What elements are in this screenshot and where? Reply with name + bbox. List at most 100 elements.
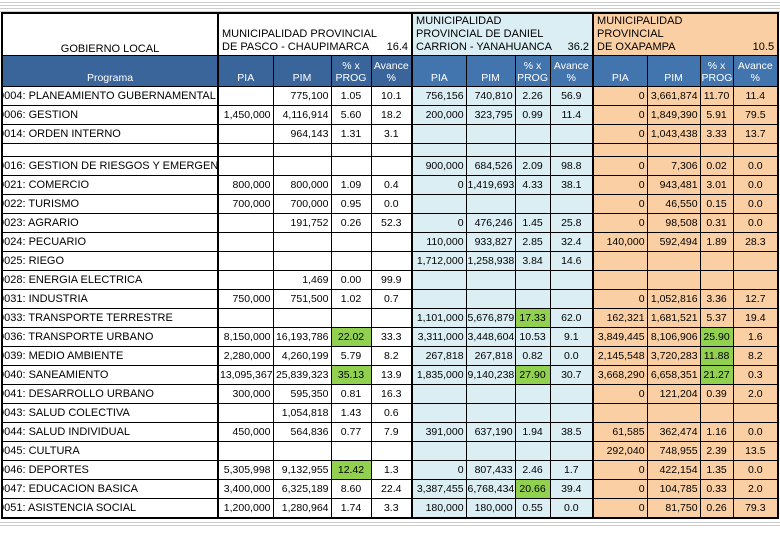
row-label[interactable]: 0023: AGRARIO <box>1 213 219 233</box>
cell-pia-pasco[interactable] <box>217 156 274 176</box>
cell-prog-daniel-carrion[interactable]: 1.94 <box>514 422 551 442</box>
cell-prog-daniel-carrion[interactable]: 1.45 <box>514 213 551 233</box>
cell-prog-daniel-carrion[interactable]: 27.90 <box>514 365 551 385</box>
row-label[interactable]: 0041: DESARROLLO URBANO <box>1 384 219 404</box>
cell-prog-pasco[interactable]: 0.26 <box>330 213 372 233</box>
cell-pim-pasco[interactable]: 564,836 <box>272 422 332 442</box>
cell-prog-oxapampa[interactable]: 0.33 <box>699 479 734 499</box>
col-header-prog-daniel-carrion[interactable]: % x PROG <box>514 55 551 87</box>
cell-avance-pasco[interactable]: 0.6 <box>370 403 413 423</box>
cell-avance-pasco[interactable]: 3.1 <box>370 124 413 144</box>
cell-avance-daniel-carrion[interactable]: 62.0 <box>549 308 594 328</box>
cell-pia-daniel-carrion[interactable]: 3,387,455 <box>411 479 467 499</box>
cell-pia-daniel-carrion[interactable] <box>411 441 467 461</box>
cell-avance-pasco[interactable]: 16.3 <box>370 384 413 404</box>
cell-avance-daniel-carrion[interactable]: 39.4 <box>549 479 594 499</box>
cell-prog-daniel-carrion[interactable]: 3.84 <box>514 251 551 271</box>
cell-pim-pasco[interactable]: 1,280,964 <box>272 498 332 518</box>
row-label[interactable]: 0047: EDUCACION BASICA <box>1 479 219 499</box>
cell-prog-pasco[interactable]: 12.42 <box>330 460 372 480</box>
cell-pim-oxapampa[interactable] <box>646 403 701 423</box>
cell-avance-oxapampa[interactable]: 11.4 <box>732 86 779 106</box>
cell-avance-daniel-carrion[interactable]: 38.1 <box>549 175 594 195</box>
col-header-avance-oxapampa[interactable]: Avance % <box>732 55 779 87</box>
cell-prog-daniel-carrion[interactable]: 2.09 <box>514 156 551 176</box>
row-label[interactable]: 0033: TRANSPORTE TERRESTRE <box>1 308 219 328</box>
cell-pia-pasco[interactable]: 750,000 <box>217 289 274 309</box>
cell-avance-daniel-carrion[interactable]: 30.7 <box>549 365 594 385</box>
cell-pia-pasco[interactable]: 2,280,000 <box>217 346 274 366</box>
cell-pia-daniel-carrion[interactable]: 180,000 <box>411 498 467 518</box>
cell-avance-oxapampa[interactable]: 0.0 <box>732 175 779 195</box>
cell-pim-daniel-carrion[interactable]: 684,526 <box>465 156 516 176</box>
cell-prog-oxapampa[interactable]: 21.27 <box>699 365 734 385</box>
cell-pim-daniel-carrion[interactable]: 267,818 <box>465 346 516 366</box>
cell-pia-oxapampa[interactable] <box>592 403 648 423</box>
col-header-avance-daniel-carrion[interactable]: Avance % <box>549 55 594 87</box>
cell-avance-daniel-carrion[interactable] <box>549 194 594 214</box>
row-label[interactable]: 0036: TRANSPORTE URBANO <box>1 327 219 347</box>
col-header-pim-pasco[interactable]: PIM <box>272 55 332 87</box>
cell-pim-oxapampa[interactable] <box>646 270 701 290</box>
cell-prog-daniel-carrion[interactable] <box>514 403 551 423</box>
cell-pia-daniel-carrion[interactable]: 0 <box>411 175 467 195</box>
cell-pia-daniel-carrion[interactable]: 1,835,000 <box>411 365 467 385</box>
cell-pia-oxapampa[interactable] <box>592 270 648 290</box>
cell-avance-pasco[interactable]: 13.9 <box>370 365 413 385</box>
municipality-header-daniel-carrion[interactable]: MUNICIPALIDAD PROVINCIAL DE DANIEL CARRI… <box>411 12 594 56</box>
cell-avance-oxapampa[interactable] <box>732 403 779 423</box>
cell-prog-daniel-carrion[interactable]: 10.53 <box>514 327 551 347</box>
cell-prog-pasco[interactable]: 8.60 <box>330 479 372 499</box>
cell-pia-oxapampa[interactable]: 61,585 <box>592 422 648 442</box>
cell-pia-oxapampa[interactable]: 0 <box>592 156 648 176</box>
cell-prog-daniel-carrion[interactable] <box>514 441 551 461</box>
cell-avance-oxapampa[interactable] <box>732 143 779 157</box>
cell-prog-pasco[interactable]: 1.02 <box>330 289 372 309</box>
cell-pim-oxapampa[interactable]: 1,052,816 <box>646 289 701 309</box>
cell-pim-oxapampa[interactable]: 7,306 <box>646 156 701 176</box>
cell-pim-pasco[interactable]: 4,260,199 <box>272 346 332 366</box>
cell-pim-oxapampa[interactable]: 1,043,438 <box>646 124 701 144</box>
cell-avance-oxapampa[interactable]: 19.4 <box>732 308 779 328</box>
cell-prog-daniel-carrion[interactable]: 0.55 <box>514 498 551 518</box>
cell-avance-daniel-carrion[interactable]: 1.7 <box>549 460 594 480</box>
cell-avance-pasco[interactable] <box>370 308 413 328</box>
cell-pim-pasco[interactable] <box>272 143 332 157</box>
cell-avance-oxapampa[interactable]: 13.5 <box>732 441 779 461</box>
cell-prog-pasco[interactable] <box>330 251 372 271</box>
cell-avance-daniel-carrion[interactable] <box>549 143 594 157</box>
cell-prog-pasco[interactable] <box>330 232 372 252</box>
cell-pim-oxapampa[interactable]: 104,785 <box>646 479 701 499</box>
cell-pia-daniel-carrion[interactable] <box>411 270 467 290</box>
cell-avance-pasco[interactable]: 33.3 <box>370 327 413 347</box>
row-label[interactable]: 0022: TURISMO <box>1 194 219 214</box>
cell-avance-daniel-carrion[interactable]: 11.4 <box>549 105 594 125</box>
cell-pia-daniel-carrion[interactable] <box>411 289 467 309</box>
cell-pim-daniel-carrion[interactable]: 180,000 <box>465 498 516 518</box>
cell-pim-pasco[interactable]: 700,000 <box>272 194 332 214</box>
cell-prog-daniel-carrion[interactable] <box>514 289 551 309</box>
cell-avance-daniel-carrion[interactable] <box>549 403 594 423</box>
cell-pim-oxapampa[interactable]: 98,508 <box>646 213 701 233</box>
cell-avance-daniel-carrion[interactable]: 0.0 <box>549 346 594 366</box>
cell-avance-oxapampa[interactable] <box>732 251 779 271</box>
col-header-pim-oxapampa[interactable]: PIM <box>646 55 701 87</box>
cell-pia-oxapampa[interactable]: 140,000 <box>592 232 648 252</box>
cell-pia-oxapampa[interactable]: 0 <box>592 289 648 309</box>
cell-pia-pasco[interactable]: 1,450,000 <box>217 105 274 125</box>
cell-pia-daniel-carrion[interactable]: 391,000 <box>411 422 467 442</box>
cell-prog-pasco[interactable]: 22.02 <box>330 327 372 347</box>
cell-prog-pasco[interactable]: 1.31 <box>330 124 372 144</box>
cell-pia-oxapampa[interactable]: 0 <box>592 498 648 518</box>
cell-prog-oxapampa[interactable]: 3.33 <box>699 124 734 144</box>
cell-prog-oxapampa[interactable]: 0.26 <box>699 498 734 518</box>
cell-prog-pasco[interactable] <box>330 143 372 157</box>
cell-pia-oxapampa[interactable]: 3,668,290 <box>592 365 648 385</box>
cell-pia-daniel-carrion[interactable] <box>411 194 467 214</box>
cell-pim-oxapampa[interactable]: 943,481 <box>646 175 701 195</box>
cell-prog-pasco[interactable]: 5.79 <box>330 346 372 366</box>
cell-avance-pasco[interactable]: 18.2 <box>370 105 413 125</box>
cell-pim-oxapampa[interactable]: 1,849,390 <box>646 105 701 125</box>
row-label[interactable]: 0051: ASISTENCIA SOCIAL <box>1 498 219 518</box>
cell-pim-pasco[interactable]: 1,054,818 <box>272 403 332 423</box>
